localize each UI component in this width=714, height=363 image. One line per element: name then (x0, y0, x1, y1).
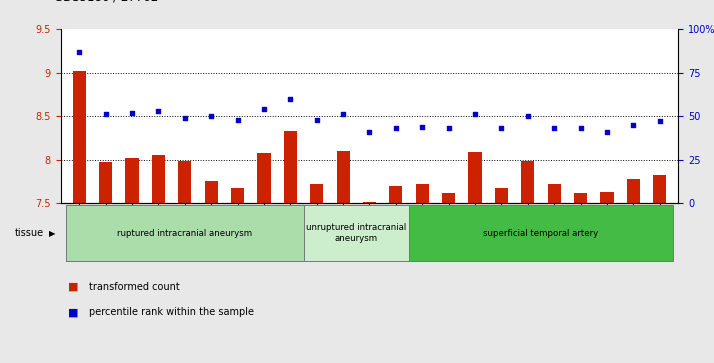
Text: percentile rank within the sample: percentile rank within the sample (89, 307, 254, 317)
Bar (495, 188, 508, 203)
Point (100, 111, 111, 117)
Text: superficial temporal artery: superficial temporal artery (483, 229, 598, 238)
Text: ▶: ▶ (49, 229, 55, 238)
Bar (389, 186, 403, 203)
Bar (548, 184, 561, 203)
Point (575, 126, 586, 131)
Point (179, 115, 191, 121)
Bar (99, 162, 112, 203)
Bar (231, 188, 244, 203)
Bar (574, 193, 587, 203)
Point (654, 118, 665, 124)
Bar (627, 179, 640, 203)
Point (628, 122, 639, 128)
Point (522, 113, 533, 119)
Bar (336, 151, 350, 203)
Point (443, 126, 454, 131)
Point (496, 126, 507, 131)
Bar (442, 193, 456, 203)
Bar (310, 184, 323, 203)
Bar (73, 71, 86, 203)
Bar (152, 155, 165, 203)
Bar (468, 152, 482, 203)
Point (232, 117, 243, 123)
Bar (178, 162, 191, 203)
Text: transformed count: transformed count (89, 282, 180, 292)
Point (363, 129, 375, 135)
Point (416, 124, 428, 130)
Point (338, 111, 349, 117)
Point (126, 110, 138, 115)
Point (311, 117, 323, 123)
Point (206, 113, 217, 119)
Bar (600, 192, 613, 203)
Text: ■: ■ (68, 307, 79, 317)
Text: GDS5186 / 27702: GDS5186 / 27702 (54, 0, 158, 4)
Text: ■: ■ (68, 282, 79, 292)
Point (285, 96, 296, 102)
Point (258, 106, 270, 112)
Point (469, 111, 481, 117)
Bar (416, 184, 429, 203)
Point (548, 126, 560, 131)
Text: tissue: tissue (14, 228, 44, 238)
Text: ruptured intracranial aneurysm: ruptured intracranial aneurysm (117, 229, 252, 238)
Point (74, 49, 85, 54)
Point (390, 126, 401, 131)
Bar (653, 175, 666, 203)
Bar (126, 158, 139, 203)
Bar (283, 131, 297, 203)
Text: unruptured intracranial
aneurysm: unruptured intracranial aneurysm (306, 223, 406, 243)
Bar (363, 201, 376, 203)
Bar (257, 153, 271, 203)
Bar (521, 162, 535, 203)
Bar (204, 182, 218, 203)
Point (601, 129, 613, 135)
Point (153, 108, 164, 114)
